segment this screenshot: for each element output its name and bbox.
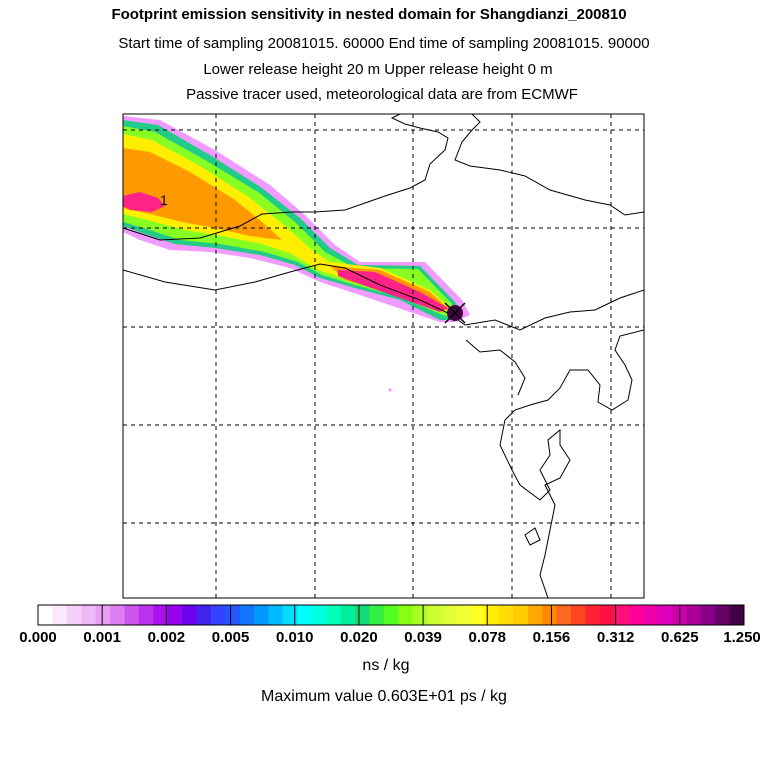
colorbar-cell: [527, 605, 543, 625]
plume-orange-core: [123, 148, 282, 240]
colorbar-label: 0.156: [532, 629, 571, 646]
colorbar-cell: [297, 605, 313, 625]
stray-pixel: [388, 388, 392, 392]
release-height-line: Lower release height 20 m Upper release …: [203, 61, 553, 78]
colorbar-cell: [383, 605, 399, 625]
colorbar-cell: [282, 605, 298, 625]
colorbar-cell: [513, 605, 529, 625]
colorbar-cell: [196, 605, 212, 625]
colorbar-cell: [52, 605, 68, 625]
colorbar-cell: [614, 605, 630, 625]
colorbar-cell: [239, 605, 255, 625]
island: [524, 527, 541, 546]
colorbar-cell: [254, 605, 269, 625]
colorbar-cell: [153, 605, 169, 625]
colorbar-cell: [715, 605, 730, 625]
gridlines: [123, 114, 644, 598]
colorbar-label: 1.250: [723, 629, 761, 646]
colorbar-label: 0.078: [468, 629, 507, 646]
map-title: Footprint emission sensitivity in nested…: [111, 6, 627, 23]
sampling-time-line: Start time of sampling 20081015. 60000 E…: [118, 35, 650, 52]
colorbar-cell: [138, 605, 154, 625]
colorbar-label: 0.001: [83, 629, 121, 646]
colorbar-cell: [95, 605, 111, 625]
colorbar-cell: [585, 605, 601, 625]
coastline-southeast: [499, 329, 644, 598]
coastline-east-north: [454, 114, 644, 216]
colorbar-cell: [499, 605, 514, 625]
map-frame: [122, 113, 645, 599]
map-content: [123, 114, 644, 598]
x-marker-icon: [444, 302, 466, 324]
colorbar-cell: [124, 605, 140, 625]
colorbar-cell: [556, 605, 572, 625]
colorbar-label: 0.000: [19, 629, 57, 646]
colorbar-cell: [412, 605, 428, 625]
tracer-info-line: Passive tracer used, meteorological data…: [186, 86, 578, 103]
maximum-value: Maximum value 0.603E+01 ps / kg: [261, 688, 507, 705]
colorbar-cell: [643, 605, 658, 625]
colorbar-label: 0.002: [147, 629, 186, 646]
coastline-bay: [449, 289, 644, 331]
colorbar-cell: [369, 605, 385, 625]
contour-label: 1: [160, 192, 168, 208]
colorbar-cell: [210, 605, 226, 625]
colorbar-units: ns / kg: [362, 657, 410, 674]
colorbar-cell: [326, 605, 341, 625]
colorbar-cell: [167, 605, 183, 625]
colorbar-cell: [542, 605, 558, 625]
colorbar-label: 0.020: [340, 629, 378, 646]
colorbar-label: 0.039: [404, 629, 442, 646]
colorbar-cell: [311, 605, 327, 625]
colorbar-cell: [470, 605, 486, 625]
colorbar-frame: [37, 604, 745, 626]
colorbar-cell: [729, 605, 745, 625]
colorbar-cell: [628, 605, 644, 625]
colorbar-cell: [340, 605, 356, 625]
colorbar-cell: [354, 605, 370, 625]
colorbar-cell: [81, 605, 97, 625]
plume-red-core-east: [338, 270, 448, 312]
colorbar-label: 0.625: [661, 629, 699, 646]
colorbar-cell: [455, 605, 471, 625]
colorbar-label: 0.005: [211, 629, 250, 646]
colorbar-cell: [700, 605, 716, 625]
peninsula-west: [465, 339, 526, 396]
colorbar-label: 0.312: [596, 629, 635, 646]
colorbar-cell: [110, 605, 125, 625]
colorbar-cell: [686, 605, 702, 625]
colorbar-cell: [427, 605, 442, 625]
colorbar-cell: [225, 605, 241, 625]
colorbar-cell: [38, 605, 53, 625]
border-line: [123, 263, 451, 315]
colorbar-cell: [599, 605, 615, 625]
colorbar-cell: [182, 605, 197, 625]
colorbar-cell: [66, 605, 82, 625]
colorbar-cell: [398, 605, 414, 625]
colorbar: [38, 605, 745, 625]
plume-yellow-band: [123, 134, 452, 312]
colorbar-cell: [484, 605, 500, 625]
colorbar-label: 0.010: [275, 629, 314, 646]
coastline-north: [123, 114, 449, 241]
colorbar-cell: [268, 605, 284, 625]
plume-red-core-west: [123, 192, 165, 212]
colorbar-cell: [441, 605, 457, 625]
colorbar-cell: [571, 605, 586, 625]
colorbar-cell: [657, 605, 673, 625]
